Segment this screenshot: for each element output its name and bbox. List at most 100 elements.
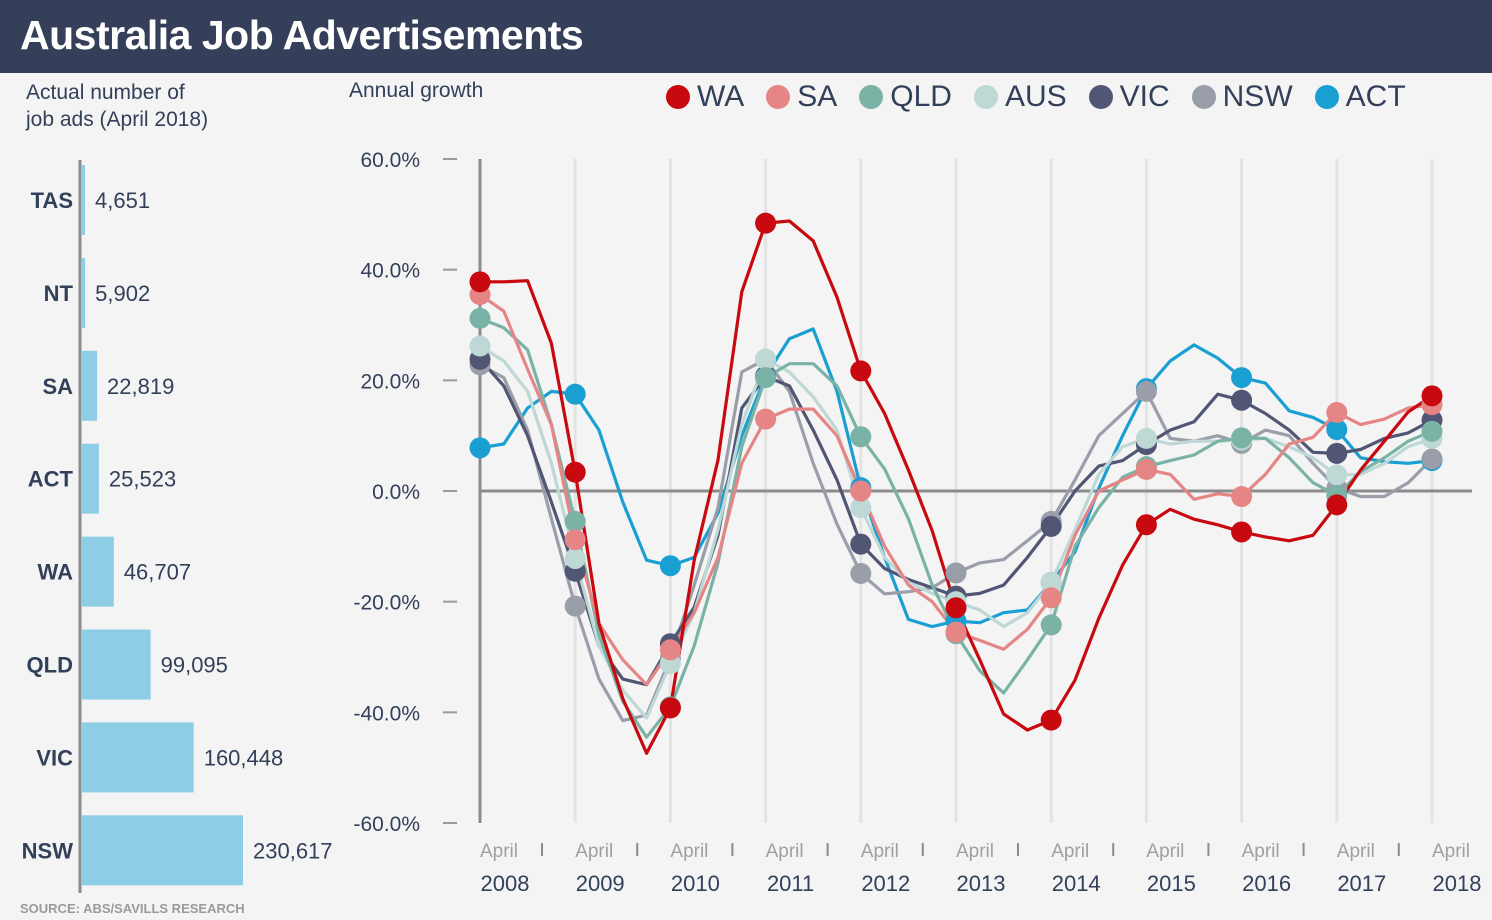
bar-qld (81, 629, 151, 700)
data-point-act (564, 383, 586, 405)
x-tick-year-label: 2017 (1337, 871, 1386, 896)
data-point-wa (1135, 514, 1157, 536)
bar-category-label: WA (38, 560, 74, 585)
legend-dot-icon (1088, 85, 1113, 109)
data-point-nsw (1135, 380, 1157, 402)
bar-category-label: TAS (31, 188, 73, 213)
header-bar: Australia Job Advertisements (0, 0, 1492, 73)
y-tick-label: 20.0% (360, 370, 420, 393)
legend-dot-icon (766, 85, 791, 109)
markers-wa (469, 212, 1443, 731)
legend-label: NSW (1222, 80, 1293, 113)
data-point-aus (755, 348, 777, 370)
data-point-sa (850, 480, 872, 502)
x-tick-month-label: April (575, 841, 613, 862)
legend-item-act: ACT (1314, 80, 1406, 114)
bar-act (81, 443, 99, 514)
data-point-wa (1231, 521, 1253, 543)
y-tick-label: 40.0% (360, 260, 420, 283)
data-point-sa (659, 639, 681, 661)
y-tick-label: -40.0% (353, 702, 420, 725)
bar-category-label: NT (44, 281, 74, 306)
data-point-nsw (945, 562, 967, 584)
legend-label: AUS (1004, 80, 1067, 113)
bar-value-label: 25,523 (109, 467, 176, 492)
data-point-aus (1040, 571, 1062, 593)
data-point-qld (850, 426, 872, 448)
bar-chart-subtitle: Actual number of job ads (April 2018) (26, 79, 208, 133)
bar-nsw (81, 815, 243, 886)
bar-value-label: 46,707 (124, 560, 191, 585)
data-point-qld (1040, 614, 1062, 636)
legend-label: VIC (1119, 80, 1170, 113)
legend-dot-icon (973, 85, 998, 109)
bar-chart: TAS 4,651 NT 5,902 SA 22,819 ACT 25,523 WA 46,707… (22, 160, 333, 893)
data-point-qld (755, 367, 777, 389)
data-point-sa (564, 529, 586, 551)
line-chart-subtitle: Annual growth (349, 79, 484, 102)
page-title: Australia Job Advertisements (20, 12, 584, 58)
x-tick-month-label: April (1432, 841, 1470, 862)
data-point-vic (1326, 442, 1348, 464)
bar-category-label: QLD (27, 653, 73, 678)
x-tick-year-label: 2016 (1242, 871, 1291, 896)
x-tick-month-label: April (1242, 841, 1280, 862)
bar-vic (81, 722, 194, 793)
y-tick-label: -20.0% (353, 592, 420, 615)
bar-value-label: 4,651 (95, 188, 150, 213)
legend-label: WA (697, 80, 745, 113)
data-point-act (1326, 419, 1348, 441)
data-point-sa (755, 408, 777, 430)
source-note: SOURCE: ABS/SAVILLS RESEARCH (20, 901, 245, 916)
x-tick-year-label: 2018 (1433, 871, 1482, 896)
x-tick-month-label: April (861, 841, 899, 862)
bar-chart-subtitle-line1: Actual number of (26, 81, 185, 104)
data-point-sa (1231, 486, 1253, 508)
data-point-aus (564, 548, 586, 570)
x-tick-month-label: April (1146, 841, 1184, 862)
bar-value-label: 230,617 (253, 838, 333, 863)
data-point-sa (945, 621, 967, 643)
data-point-nsw (564, 595, 586, 617)
data-point-qld (1421, 420, 1443, 442)
legend-item-wa: WA (666, 80, 744, 114)
data-point-aus (469, 335, 491, 357)
x-tick-month-label: April (670, 841, 708, 862)
x-tick-year-label: 2013 (957, 871, 1006, 896)
data-point-nsw (850, 562, 872, 584)
data-point-wa (1421, 385, 1443, 407)
legend-dot-icon (1191, 85, 1216, 109)
data-point-wa (850, 360, 872, 382)
data-point-wa (1040, 709, 1062, 731)
legend-item-nsw: NSW (1191, 80, 1293, 114)
bar-value-label: 22,819 (107, 374, 174, 399)
data-point-sa (1326, 401, 1348, 423)
y-tick-label: 0.0% (372, 481, 420, 504)
data-point-qld (564, 510, 586, 532)
legend-dot-icon (666, 85, 690, 109)
data-point-aus (1326, 464, 1348, 486)
x-tick-year-label: 2010 (671, 871, 720, 896)
data-point-wa (469, 271, 491, 293)
bar-category-label: ACT (28, 467, 74, 492)
bar-chart-subtitle-line2: job ads (April 2018) (26, 108, 209, 131)
x-tick-month-label: April (766, 841, 804, 862)
bar-sa (81, 350, 98, 421)
bar-tas (81, 165, 85, 235)
x-tick-month-label: April (1337, 841, 1375, 862)
x-tick-month-label: April (956, 841, 994, 862)
data-point-wa (659, 697, 681, 719)
data-point-vic (1040, 515, 1062, 537)
legend-label: ACT (1345, 80, 1406, 113)
bar-wa (81, 536, 114, 607)
bar-category-label: NSW (22, 838, 74, 863)
legend-label: QLD (890, 80, 952, 113)
data-point-vic (1231, 389, 1253, 411)
y-tick-label: -60.0% (353, 813, 420, 836)
x-tick-year-label: 2008 (481, 871, 530, 896)
bar-value-label: 5,902 (95, 281, 150, 306)
data-point-sa (1040, 587, 1062, 609)
legend-item-aus: AUS (973, 80, 1067, 114)
legend-label: SA (797, 80, 838, 113)
